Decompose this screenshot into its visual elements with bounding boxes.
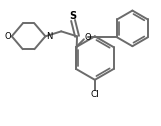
Text: O: O [85,33,91,42]
Text: S: S [70,11,77,21]
Text: Cl: Cl [90,90,99,99]
Text: N: N [46,32,52,41]
Text: O: O [5,32,11,41]
